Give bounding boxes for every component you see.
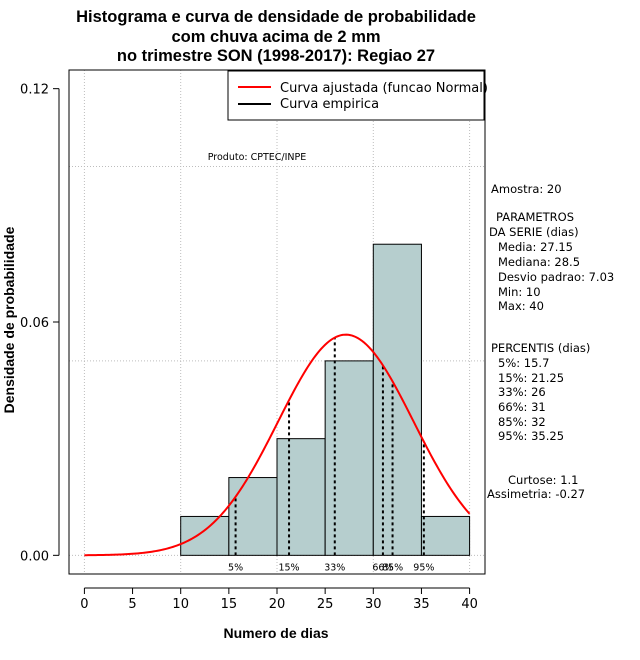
histogram-bar-2 (276, 438, 326, 556)
histogram-bar-1 (228, 477, 278, 556)
assimetria: Assimetria: -0.27 (487, 487, 585, 501)
percentil-66: 66%: 31 (498, 400, 546, 414)
percentile-label-0: 5% (228, 562, 243, 573)
plot-frame (68, 69, 486, 575)
y-tick-label-0: 0.00 (20, 549, 49, 564)
percentil-5: 5%: 15.7 (498, 356, 549, 370)
x-tick-label-5: 25 (317, 597, 334, 612)
chart-title-line-1: Histograma e curva de densidade de proba… (76, 8, 476, 26)
legend: Curva ajustada (funcao Normal) Curva emp… (227, 70, 488, 121)
histogram-bar-3 (324, 360, 374, 556)
percentis-header: PERCENTIS (dias) (491, 341, 590, 355)
x-tick-label-7: 35 (413, 597, 430, 612)
histogram-bar-4 (372, 243, 422, 556)
legend-label-normal: Curva ajustada (funcao Normal) (280, 81, 488, 96)
param-desvio: Desvio padrao: 7.03 (498, 270, 614, 284)
statistics-panel: Amostra: 20 PARAMETROS DA SERIE (dias) M… (487, 182, 614, 501)
percentile-label-1: 15% (278, 562, 299, 573)
percentile-label-3: 66% (372, 562, 393, 573)
params-header-2: DA SERIE (dias) (489, 225, 579, 239)
x-tick-label-2: 10 (172, 597, 189, 612)
normal-curve-layer (84, 333, 471, 557)
percentil-95: 95%: 35.25 (498, 429, 564, 443)
y-axis: 0.00 0.06 0.12 (20, 83, 60, 564)
chart-title-line-3: no trimestre SON (1998-2017): Regiao 27 (117, 47, 435, 65)
param-mediana: Mediana: 28.5 (498, 255, 580, 269)
curtose: Curtose: 1.1 (508, 473, 578, 487)
histogram-bars (180, 243, 471, 556)
x-tick-label-6: 30 (365, 597, 382, 612)
histogram-bar-0 (180, 515, 230, 556)
product-note: Produto: CPTEC/INPE (208, 152, 307, 163)
percentil-15: 15%: 21.25 (498, 371, 564, 385)
percentil-85: 85%: 32 (498, 415, 546, 429)
y-tick-label-1: 0.06 (20, 316, 49, 331)
param-media: Media: 27.15 (498, 240, 573, 254)
x-tick-label-0: 0 (80, 597, 88, 612)
x-tick-label-3: 15 (221, 597, 238, 612)
x-tick-label-8: 40 (461, 597, 478, 612)
percentile-label-2: 33% (324, 562, 345, 573)
percentile-label-4: 85% (382, 562, 403, 573)
params-header-1: PARAMETROS (496, 210, 574, 224)
x-axis-title: Numero de dias (223, 625, 328, 641)
percentile-lines: 5% 15% 33% 66%85% 95% (228, 337, 434, 573)
x-tick-label-4: 20 (269, 597, 286, 612)
percentile-label-5: 95% (413, 562, 434, 573)
x-axis: 0 5 10 15 20 25 30 35 40 (80, 587, 478, 612)
chart-title-line-2: com chuva acima de 2 mm (171, 28, 380, 46)
normal-curve (84, 333, 471, 557)
y-tick-label-2: 0.12 (20, 83, 49, 98)
sample-size: Amostra: 20 (491, 182, 562, 196)
legend-label-empirical: Curva empirica (280, 97, 379, 112)
percentil-33: 33%: 26 (498, 385, 546, 399)
param-min: Min: 10 (498, 285, 541, 299)
y-axis-title: Densidade de probabilidade (1, 226, 17, 413)
param-max: Max: 40 (498, 299, 544, 313)
histogram-bar-5 (420, 515, 471, 556)
x-tick-label-1: 5 (128, 597, 136, 612)
legend-box (227, 70, 485, 121)
